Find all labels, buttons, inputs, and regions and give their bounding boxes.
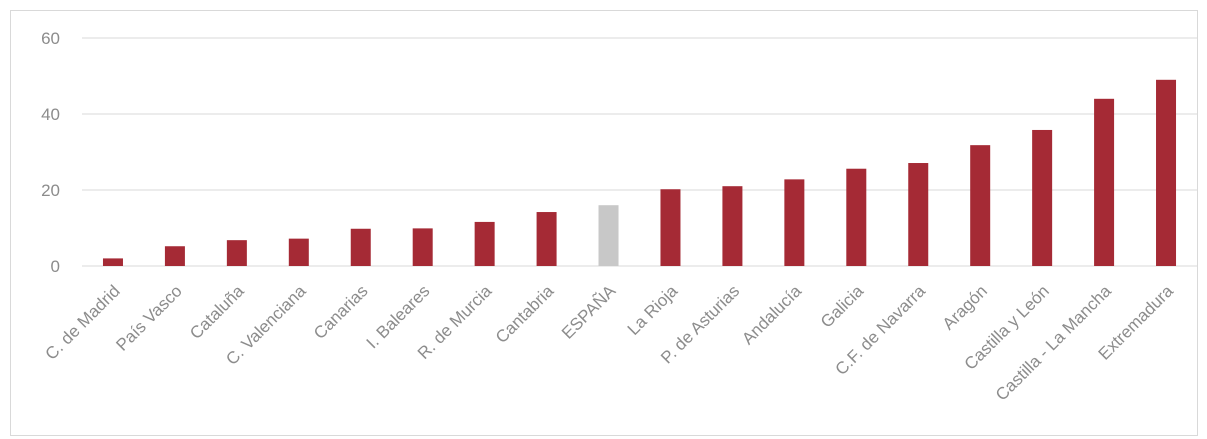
bar xyxy=(908,163,929,266)
bar xyxy=(1156,79,1177,266)
x-tick-label: Galicia xyxy=(817,281,868,332)
bar xyxy=(288,238,309,266)
bar xyxy=(660,189,681,266)
bar xyxy=(846,168,867,266)
bar xyxy=(536,212,557,266)
x-tick-label: País Vasco xyxy=(112,281,185,354)
bar xyxy=(474,221,495,266)
x-tick-label: Cataluña xyxy=(186,281,248,343)
x-tick-label: La Rioja xyxy=(624,281,682,339)
x-tick-label: ESPAÑA xyxy=(558,281,620,343)
x-tick-label: Canarias xyxy=(310,281,372,343)
y-tick-label: 0 xyxy=(51,257,60,276)
bar xyxy=(412,228,433,266)
bars xyxy=(102,79,1177,266)
x-tick-label: Andalucía xyxy=(738,281,805,348)
bar xyxy=(350,228,371,266)
bar xyxy=(102,258,123,266)
x-tick-label: C. de Madrid xyxy=(42,281,124,363)
bar xyxy=(164,246,185,266)
bar xyxy=(784,179,805,266)
bar xyxy=(598,205,619,266)
bar xyxy=(1094,98,1115,266)
y-tick-label: 60 xyxy=(41,29,60,48)
y-axis-ticks: 0 20 40 60 xyxy=(41,29,60,276)
bar xyxy=(1032,129,1053,266)
gridlines xyxy=(82,37,1197,267)
y-tick-label: 20 xyxy=(41,181,60,200)
x-tick-label: Aragón xyxy=(939,281,991,333)
bar xyxy=(970,145,991,266)
x-tick-label: Castilla - La Mancha xyxy=(992,281,1115,404)
x-tick-label: Cantabria xyxy=(492,281,558,347)
bar xyxy=(722,186,743,266)
y-tick-label: 40 xyxy=(41,105,60,124)
bar xyxy=(226,240,247,266)
